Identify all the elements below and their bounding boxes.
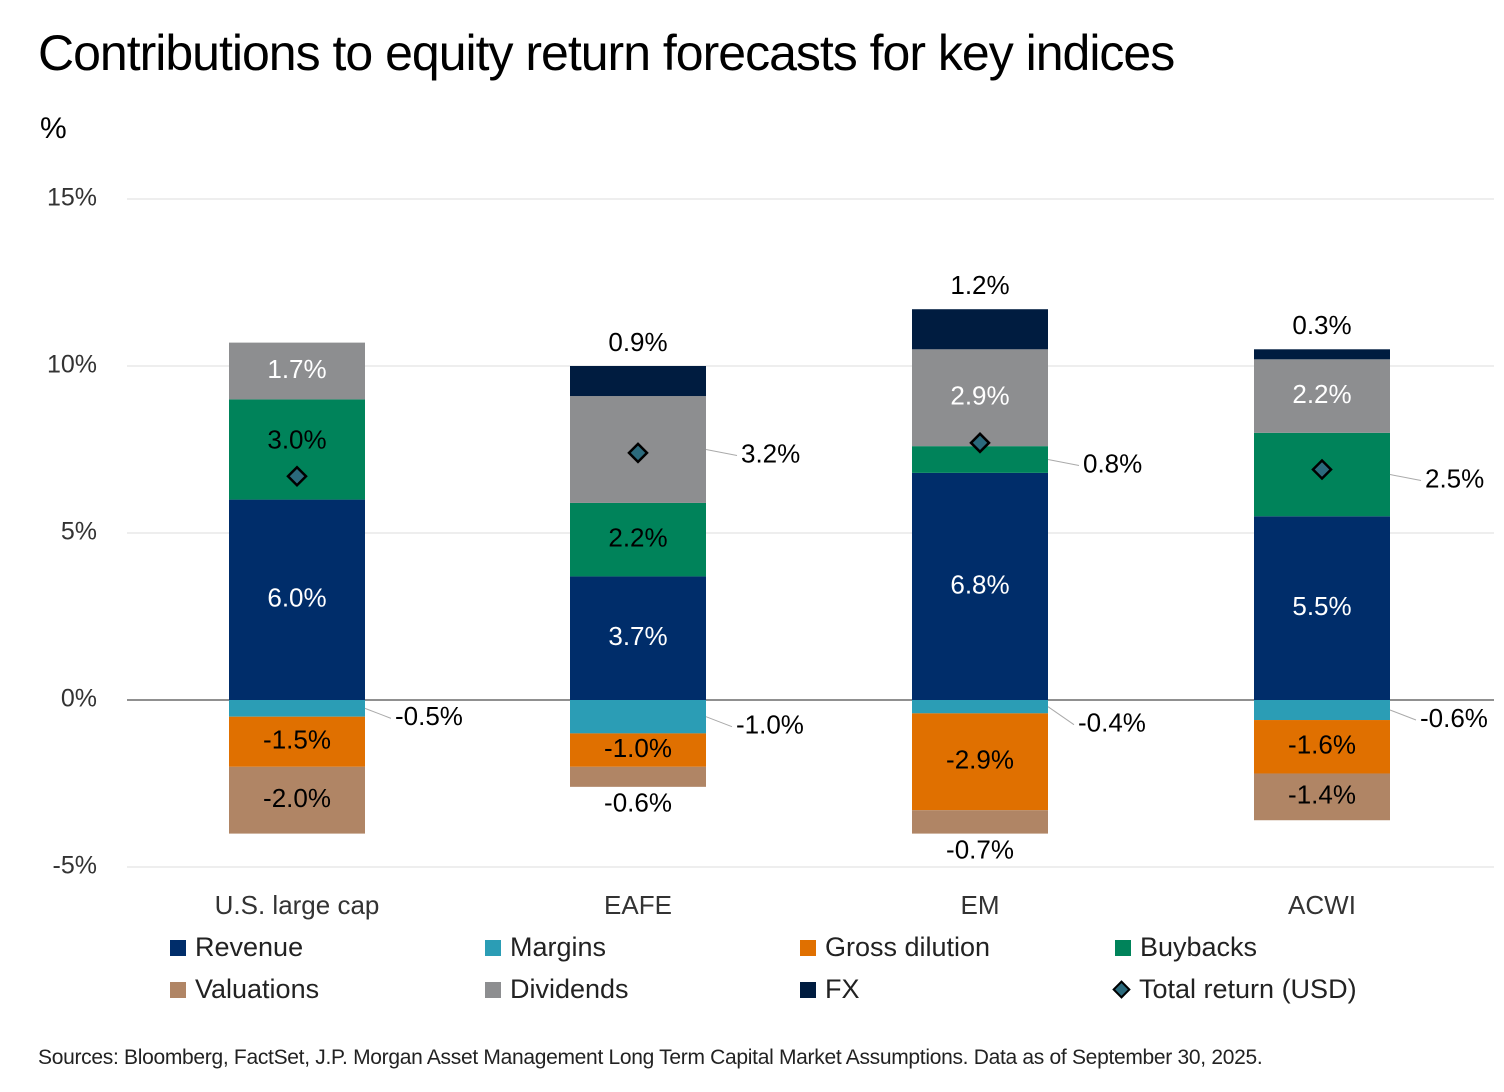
data-label: 2.2% <box>1292 379 1351 409</box>
bar-segment-valuations <box>912 810 1048 834</box>
data-label: 1.2% <box>950 270 1009 300</box>
data-label: -2.9% <box>946 745 1014 775</box>
data-label: 0.8% <box>1083 448 1142 478</box>
bar-segment-fx <box>912 309 1048 350</box>
bar-segment-fx <box>1254 349 1390 360</box>
total-return-marker <box>286 465 308 487</box>
y-tick-label: -5% <box>53 852 97 880</box>
legend-item-valuations: Valuations <box>170 974 319 1005</box>
legend-swatch-margins <box>485 939 501 956</box>
data-label: -0.5% <box>395 701 463 731</box>
legend-swatch-gross-dilution <box>800 939 816 956</box>
legend-item-revenue: Revenue <box>170 932 303 963</box>
data-label: 1.7% <box>267 354 326 384</box>
total-return-marker <box>627 442 649 464</box>
y-tick-label: 5% <box>61 518 97 546</box>
total-return-marker <box>1311 458 1333 481</box>
legend-label: Gross dilution <box>825 932 991 962</box>
leader-line <box>1389 709 1417 721</box>
bar-segment-margins <box>1254 700 1390 721</box>
bar-segment-dividends <box>912 349 1048 447</box>
legend-swatch-valuations <box>170 981 186 998</box>
legend-label: Total return (USD) <box>1139 974 1357 1004</box>
bar-segment-margins <box>570 700 706 734</box>
source-note: Sources: Bloomberg, FactSet, J.P. Morgan… <box>38 1046 1263 1069</box>
bar-segment-margins <box>912 700 1048 714</box>
data-label: -0.7% <box>946 834 1014 864</box>
leader-line <box>1047 459 1080 467</box>
bar-segment-dividends <box>229 342 365 400</box>
diamond-icon <box>1112 980 1131 999</box>
data-label: -1.0% <box>604 733 672 763</box>
total-return-marker <box>969 432 991 454</box>
bar-segment-gross-dilution <box>1254 720 1390 774</box>
legend-label: Revenue <box>195 932 304 962</box>
data-label: 2.9% <box>950 381 1009 411</box>
legend-swatch-fx <box>800 981 816 998</box>
data-label: -1.4% <box>1288 780 1356 810</box>
legend-label: Dividends <box>510 974 629 1004</box>
x-tick-label: EM <box>961 890 1000 920</box>
legend-item-margins: Margins <box>485 932 606 963</box>
legend-item-gross-dilution: Gross dilution <box>800 932 990 963</box>
data-label: -0.6% <box>604 788 672 818</box>
bar-segment-fx <box>570 366 706 397</box>
x-tick-label: ACWI <box>1288 890 1356 920</box>
bar-segment-revenue <box>1254 516 1390 700</box>
y-tick-label: 10% <box>47 351 97 379</box>
leader-line <box>364 707 392 719</box>
x-tick-label: EAFE <box>604 890 672 920</box>
data-label: 0.3% <box>1292 310 1351 340</box>
legend-label: FX <box>825 974 860 1004</box>
chart-title: Contributions to equity return forecasts… <box>38 25 1175 81</box>
legend-label: Valuations <box>195 974 320 1004</box>
legend-item-buybacks: Buybacks <box>1115 932 1257 963</box>
data-label: 2.5% <box>1425 463 1484 493</box>
data-label: 5.5% <box>1292 591 1351 621</box>
legend-swatch-buybacks <box>1115 939 1131 956</box>
data-label: -1.6% <box>1288 730 1356 760</box>
bar-segment-revenue <box>229 499 365 700</box>
bar-segment-buybacks <box>570 502 706 577</box>
bar-segment-valuations <box>229 766 365 834</box>
bar-segment-revenue <box>912 472 1048 700</box>
bar-segment-gross-dilution <box>912 713 1048 811</box>
bar-segment-gross-dilution <box>229 716 365 767</box>
data-label: -1.0% <box>736 710 804 740</box>
leader-line <box>1047 706 1075 726</box>
leader-line <box>1389 474 1422 482</box>
legend-label: Margins <box>510 932 607 962</box>
data-label: -0.6% <box>1420 703 1488 733</box>
leader-line <box>705 716 733 728</box>
unit-label: % <box>40 112 67 145</box>
data-label: 6.8% <box>950 569 1009 599</box>
data-label: 3.7% <box>608 621 667 651</box>
bar-segment-dividends <box>1254 359 1390 433</box>
data-label: 3.0% <box>267 424 326 454</box>
data-label: 3.2% <box>741 438 800 468</box>
y-tick-label: 0% <box>61 685 97 713</box>
legend-label: Buybacks <box>1140 932 1258 962</box>
bar-segment-valuations <box>570 766 706 787</box>
data-label: 2.2% <box>608 523 667 553</box>
legend-swatch-revenue <box>170 939 186 956</box>
bar-segment-margins <box>229 700 365 717</box>
data-label: -1.5% <box>263 725 331 755</box>
y-tick-label: 15% <box>47 184 97 212</box>
leader-line <box>705 449 738 456</box>
bar-segment-valuations <box>1254 773 1390 821</box>
legend-item-total-return: Total return (USD) <box>1112 974 1357 1005</box>
bar-segment-gross-dilution <box>570 733 706 767</box>
data-label: -0.4% <box>1078 708 1146 738</box>
x-tick-label: U.S. large cap <box>215 890 380 920</box>
data-label: 6.0% <box>267 583 326 613</box>
bar-segment-revenue <box>570 576 706 700</box>
legend-swatch-dividends <box>485 981 501 998</box>
data-label: -2.0% <box>263 783 331 813</box>
legend-item-fx: FX <box>800 974 860 1005</box>
legend-item-dividends: Dividends <box>485 974 629 1005</box>
data-label: 0.9% <box>608 327 667 357</box>
